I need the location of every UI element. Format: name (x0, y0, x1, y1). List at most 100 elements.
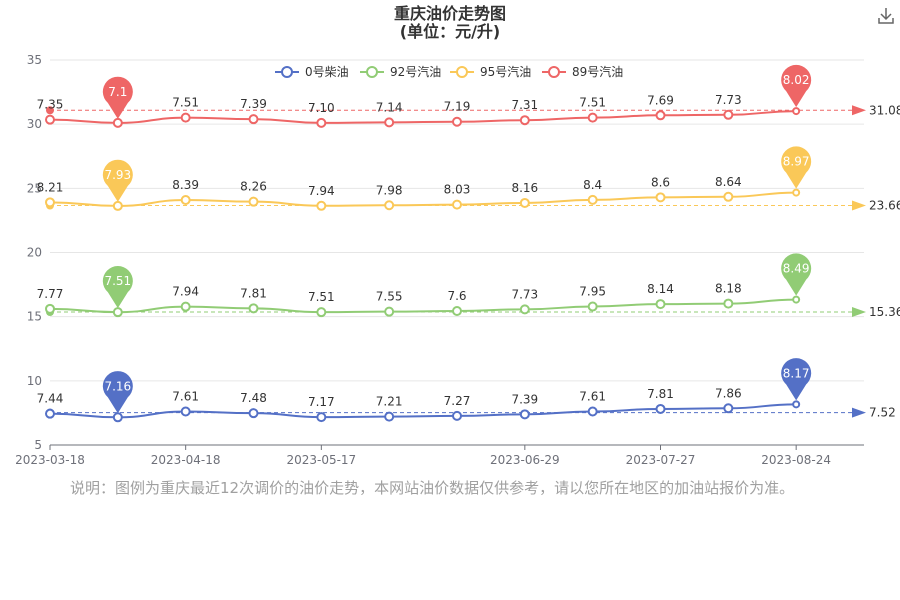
data-point[interactable] (316, 117, 327, 128)
data-label: 8.03 (444, 183, 471, 197)
data-point[interactable] (45, 408, 55, 419)
data-point[interactable] (723, 191, 734, 202)
legend-item-1[interactable]: 0号柴油 (275, 65, 349, 79)
max-marker: 8.97 (781, 146, 812, 189)
data-point[interactable] (180, 112, 191, 123)
data-point[interactable] (45, 197, 55, 208)
data-point[interactable] (112, 200, 123, 211)
data-point[interactable] (587, 194, 598, 205)
max-marker: 8.17 (781, 358, 812, 401)
data-point[interactable] (452, 410, 462, 421)
y-tick-label: 20 (27, 246, 42, 260)
data-point[interactable] (248, 303, 259, 314)
marker-label: 8.97 (783, 155, 810, 169)
marker-pin (781, 146, 812, 189)
data-label: 8.14 (647, 282, 674, 296)
data-point[interactable] (248, 408, 259, 419)
data-point[interactable] (792, 400, 801, 409)
marker-pin (781, 253, 812, 296)
data-label: 7.51 (172, 96, 199, 110)
data-label: 7.81 (240, 286, 267, 300)
data-point[interactable] (452, 306, 462, 317)
series-line (49, 110, 797, 124)
x-tick-label: 2023-05-17 (286, 453, 356, 467)
data-point[interactable] (316, 412, 327, 423)
average-arrow (852, 307, 866, 318)
data-point[interactable] (587, 112, 598, 123)
data-point[interactable] (384, 200, 395, 211)
legend-item-2[interactable]: 92号汽油 (360, 64, 441, 79)
series-line (49, 403, 797, 419)
legend-marker (366, 66, 378, 78)
series-line (49, 191, 797, 207)
data-point[interactable] (316, 307, 327, 318)
data-point[interactable] (519, 115, 530, 126)
average-label: 15.36 (869, 305, 900, 319)
data-label: 7.6 (447, 289, 466, 303)
data-point[interactable] (587, 406, 598, 417)
legend-item-3[interactable]: 95号汽油 (450, 64, 531, 79)
data-label: 7.77 (37, 287, 64, 301)
download-icon[interactable] (876, 6, 896, 26)
data-label: 7.14 (376, 100, 403, 114)
x-tick-label: 2023-04-18 (151, 453, 221, 467)
data-point[interactable] (248, 114, 259, 125)
data-point[interactable] (792, 188, 801, 197)
y-tick-label: 25 (27, 181, 42, 195)
data-point[interactable] (519, 197, 530, 208)
data-point[interactable] (316, 200, 327, 211)
legend-label: 0号柴油 (305, 65, 349, 79)
data-point[interactable] (180, 301, 191, 312)
data-point[interactable] (587, 301, 598, 312)
average-arrow (852, 105, 866, 116)
max-marker: 8.02 (781, 64, 812, 108)
data-point[interactable] (655, 110, 666, 121)
data-point[interactable] (45, 303, 55, 314)
data-label: 7.73 (715, 93, 742, 107)
data-point[interactable] (180, 406, 191, 417)
data-point[interactable] (112, 412, 123, 423)
average-label: 31.08 (869, 103, 900, 117)
data-point[interactable] (723, 109, 734, 120)
x-tick-label: 2023-08-24 (761, 453, 831, 467)
data-point[interactable] (723, 403, 734, 414)
legend-label: 92号汽油 (390, 64, 441, 79)
data-point[interactable] (248, 196, 259, 207)
data-point[interactable] (112, 307, 123, 318)
data-label: 8.6 (651, 175, 670, 189)
data-point[interactable] (792, 295, 801, 304)
y-tick-label: 35 (27, 53, 42, 67)
legend-label: 95号汽油 (480, 64, 531, 79)
data-label: 7.10 (308, 101, 335, 115)
data-point[interactable] (180, 195, 191, 206)
data-point[interactable] (384, 306, 395, 317)
data-point[interactable] (384, 411, 395, 422)
data-label: 7.17 (308, 395, 335, 409)
min-marker: 7.51 (102, 265, 133, 309)
data-point[interactable] (655, 403, 666, 414)
data-label: 8.18 (715, 282, 742, 296)
legend-item-4[interactable]: 89号汽油 (542, 64, 623, 79)
x-tick-label: 2023-07-27 (626, 453, 696, 467)
data-label: 7.44 (37, 392, 64, 406)
data-label: 7.35 (37, 98, 64, 112)
marker-pin (781, 64, 812, 108)
data-point[interactable] (655, 299, 666, 310)
data-point[interactable] (452, 199, 462, 210)
data-point[interactable] (519, 304, 530, 315)
data-point[interactable] (519, 409, 530, 420)
data-label: 7.27 (444, 394, 471, 408)
data-point[interactable] (384, 117, 395, 128)
y-tick-label: 15 (27, 310, 42, 324)
data-point[interactable] (655, 192, 666, 203)
chart-note: 说明：图例为重庆最近12次调价的油价走势，本网站油价数据仅供参考，请以您所在地区… (70, 479, 795, 497)
data-label: 7.86 (715, 386, 742, 400)
data-point[interactable] (452, 116, 462, 127)
data-label: 8.21 (37, 180, 64, 194)
data-point[interactable] (45, 114, 55, 125)
data-point[interactable] (112, 117, 123, 128)
data-point[interactable] (723, 298, 734, 309)
data-point[interactable] (792, 107, 801, 116)
